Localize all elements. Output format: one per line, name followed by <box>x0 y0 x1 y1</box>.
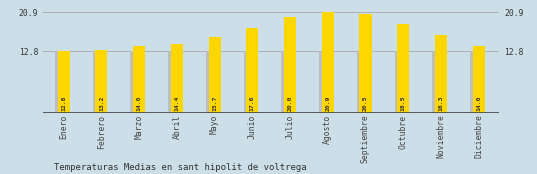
Text: 18.5: 18.5 <box>401 96 406 111</box>
Bar <box>470 52 484 113</box>
Text: 16.3: 16.3 <box>438 96 444 111</box>
Bar <box>397 24 409 113</box>
Bar <box>395 52 409 113</box>
Bar <box>55 52 69 113</box>
Text: 12.8: 12.8 <box>61 96 66 111</box>
Bar <box>206 52 220 113</box>
Bar <box>435 35 447 113</box>
Text: 13.2: 13.2 <box>99 96 104 111</box>
Text: 14.0: 14.0 <box>476 96 481 111</box>
Bar <box>322 13 334 113</box>
Bar <box>432 52 447 113</box>
Text: 14.0: 14.0 <box>136 96 142 111</box>
Bar <box>244 52 258 113</box>
Bar <box>133 46 145 113</box>
Bar <box>359 14 372 113</box>
Bar <box>281 52 296 113</box>
Text: 15.7: 15.7 <box>212 96 217 111</box>
Bar <box>168 52 183 113</box>
Bar <box>96 50 107 113</box>
Bar <box>208 37 221 113</box>
Text: 17.6: 17.6 <box>250 96 255 111</box>
Bar <box>130 52 145 113</box>
Bar <box>284 17 296 113</box>
Bar <box>357 52 371 113</box>
Text: 20.9: 20.9 <box>325 96 330 111</box>
Bar <box>93 52 107 113</box>
Bar <box>57 52 70 113</box>
Bar <box>246 28 258 113</box>
Text: 20.0: 20.0 <box>287 96 293 111</box>
Text: 20.5: 20.5 <box>363 96 368 111</box>
Bar <box>473 46 485 113</box>
Text: 14.4: 14.4 <box>175 96 179 111</box>
Bar <box>319 52 333 113</box>
Bar <box>171 44 183 113</box>
Text: Temperaturas Medias en sant hipolit de voltrega: Temperaturas Medias en sant hipolit de v… <box>54 163 306 172</box>
